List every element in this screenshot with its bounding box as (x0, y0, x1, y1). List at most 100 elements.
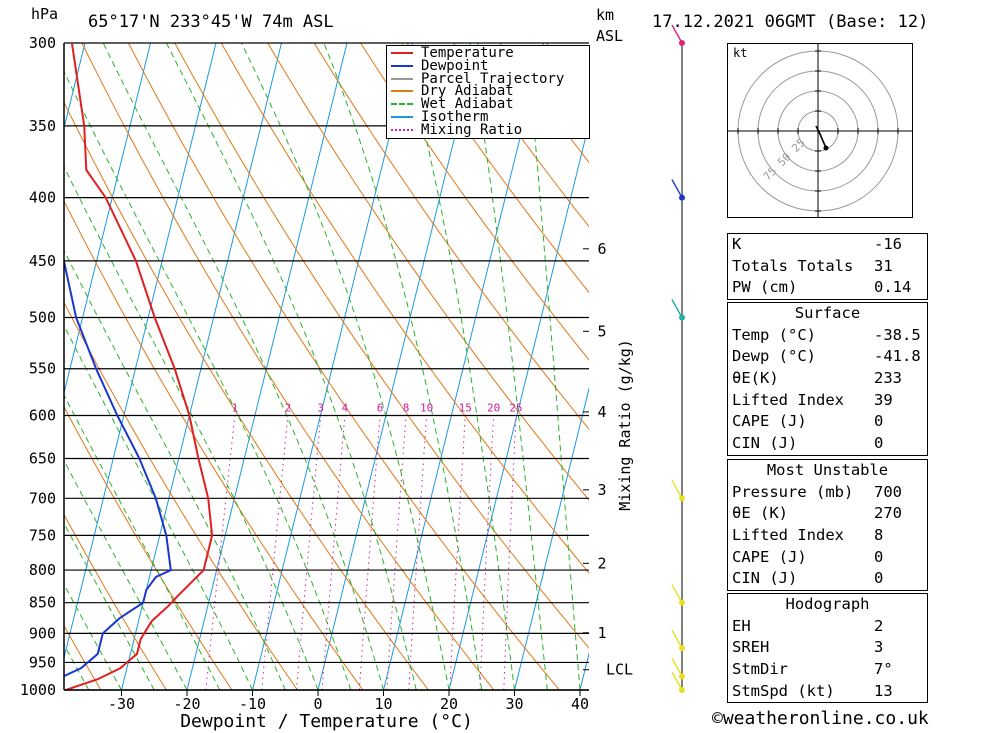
stat-value: 0 (874, 412, 884, 431)
pressure-tick-label: 450 (29, 252, 56, 270)
hodograph-ring-label: 50 (775, 150, 794, 169)
isotherm-line (186, 43, 348, 690)
x-tick-label: -10 (239, 695, 266, 713)
stat-row: CIN (J) 0 (728, 433, 927, 455)
stat-row: Lifted Index 8 (728, 525, 927, 547)
stat-row: Lifted Index 39 (728, 390, 927, 412)
pressure-tick-label: 800 (29, 561, 56, 579)
stat-value: 7° (874, 660, 893, 679)
stat-row: Pressure (mb) 700 (728, 482, 927, 504)
datetime-title: 17.12.2021 06GMT (Base: 12) (652, 12, 929, 32)
stat-row: SREH 3 (728, 637, 927, 659)
stat-label: Lifted Index (732, 526, 844, 545)
location-title: 65°17'N 233°45'W 74m ASL (88, 12, 334, 32)
wind-barb (671, 671, 683, 691)
legend-item: Wet Adiabat (391, 97, 514, 111)
dry-adiabat-line (452, 43, 589, 228)
wind-barb (671, 479, 683, 499)
isotherm-line (579, 651, 589, 690)
stat-row: Dewp (°C) -41.8 (728, 346, 927, 368)
wind-barb (671, 179, 683, 198)
isotherm-line (317, 43, 479, 690)
lcl-label: LCL (606, 661, 633, 679)
wind-level-marker (679, 495, 685, 502)
mixing-ratio-axis-label: Mixing Ratio (g/kg) (616, 339, 634, 511)
wet-adiabat-line (323, 43, 483, 690)
stat-label: CIN (J) (732, 569, 798, 588)
x-axis-label: Dewpoint / Temperature (°C) (180, 711, 473, 732)
mixing-ratio-label: 20 (487, 401, 500, 414)
pressure-tick-label: 600 (29, 406, 56, 424)
legend-label: Parcel Trajectory (421, 70, 565, 87)
legend-label: Isotherm (421, 109, 489, 125)
legend-swatch (391, 116, 413, 118)
stat-value: 3 (874, 638, 884, 657)
wind-barb (671, 584, 683, 604)
profile-dewpoint-line (64, 258, 172, 678)
mixing-ratio-line (358, 415, 381, 690)
stat-row: CIN (J) 0 (728, 568, 927, 590)
legend-swatch (391, 103, 413, 106)
wet-adiabat-line (166, 43, 417, 690)
mixing-ratio-label: 6 (377, 401, 384, 414)
legend-item: Parcel Trajectory (391, 70, 565, 87)
km-tick-label: 4 (597, 403, 606, 421)
wind-level-marker (679, 599, 685, 606)
wind-level-marker (679, 687, 685, 693)
km-tick-label: 3 (597, 481, 606, 499)
pressure-tick-label: 1000 (20, 681, 56, 699)
hodograph-stats-title: Hodograph (785, 595, 870, 613)
stat-label: Totals Totals (732, 256, 854, 275)
legend-item: Dewpoint (391, 57, 489, 74)
stat-row: Totals Totals 31 (728, 256, 927, 278)
mixing-ratio-label: 15 (459, 401, 472, 414)
stat-row: EH 2 (728, 616, 927, 638)
pressure-tick-label: 700 (29, 489, 56, 507)
stat-value: 0.14 (874, 278, 912, 297)
stat-row: θE (K) 270 (728, 503, 927, 525)
mixing-ratio-label: 4 (342, 401, 349, 414)
stat-value: -41.8 (874, 347, 921, 366)
mixing-ratio-label: 2 (285, 401, 292, 414)
pressure-tick-label: 750 (29, 526, 56, 544)
km-tick-label: 5 (597, 322, 606, 340)
copyright-link[interactable]: ©weatheronline.co.uk (712, 708, 929, 729)
x-tick-label: -30 (108, 695, 135, 713)
x-tick-label: 0 (313, 695, 322, 713)
wind-level-marker (679, 40, 685, 46)
stat-row: StmSpd (kt) 13 (728, 681, 927, 703)
wind-level-marker (679, 673, 685, 680)
pressure-tick-label: 900 (29, 624, 56, 642)
km-tick-label: 6 (597, 240, 606, 258)
wind-barb (671, 24, 683, 44)
km-tick-label: 2 (597, 554, 606, 572)
wind-barb (671, 299, 683, 318)
pressure-tick-label: 500 (29, 309, 56, 327)
hodograph-ring-label: 25 (789, 136, 808, 155)
stat-label: Pressure (mb) (732, 482, 854, 501)
x-tick-label: 20 (440, 695, 458, 713)
most-unstable-title: Most Unstable (766, 461, 889, 479)
mixing-ratio-label: 3 (317, 401, 324, 414)
mixing-ratio-line (205, 415, 236, 690)
pressure-unit-label: hPa (31, 5, 59, 23)
stat-row: StmDir 7° (728, 659, 927, 681)
stat-value: -38.5 (874, 325, 921, 344)
stat-label: PW (cm) (732, 278, 798, 297)
pressure-tick-label: 400 (29, 189, 56, 207)
stat-value: 270 (874, 504, 902, 523)
wet-adiabat-line (64, 522, 155, 690)
mixing-ratio-label: 25 (509, 401, 522, 414)
stat-value: 31 (874, 256, 893, 275)
wind-barb (671, 629, 683, 649)
isotherm-line (514, 386, 589, 690)
stat-label: θE(K) (732, 369, 779, 388)
hodograph-ring-label: 75 (761, 165, 780, 184)
stat-row: PW (cm) 0.14 (728, 277, 927, 299)
legend-label: Temperature (421, 45, 514, 61)
legend-item: Dry Adiabat (391, 84, 514, 98)
isotherm-line (448, 121, 589, 690)
hodograph-end-marker (823, 145, 829, 151)
profile-temperature-line (65, 43, 214, 690)
legend-label: Dewpoint (421, 57, 489, 74)
